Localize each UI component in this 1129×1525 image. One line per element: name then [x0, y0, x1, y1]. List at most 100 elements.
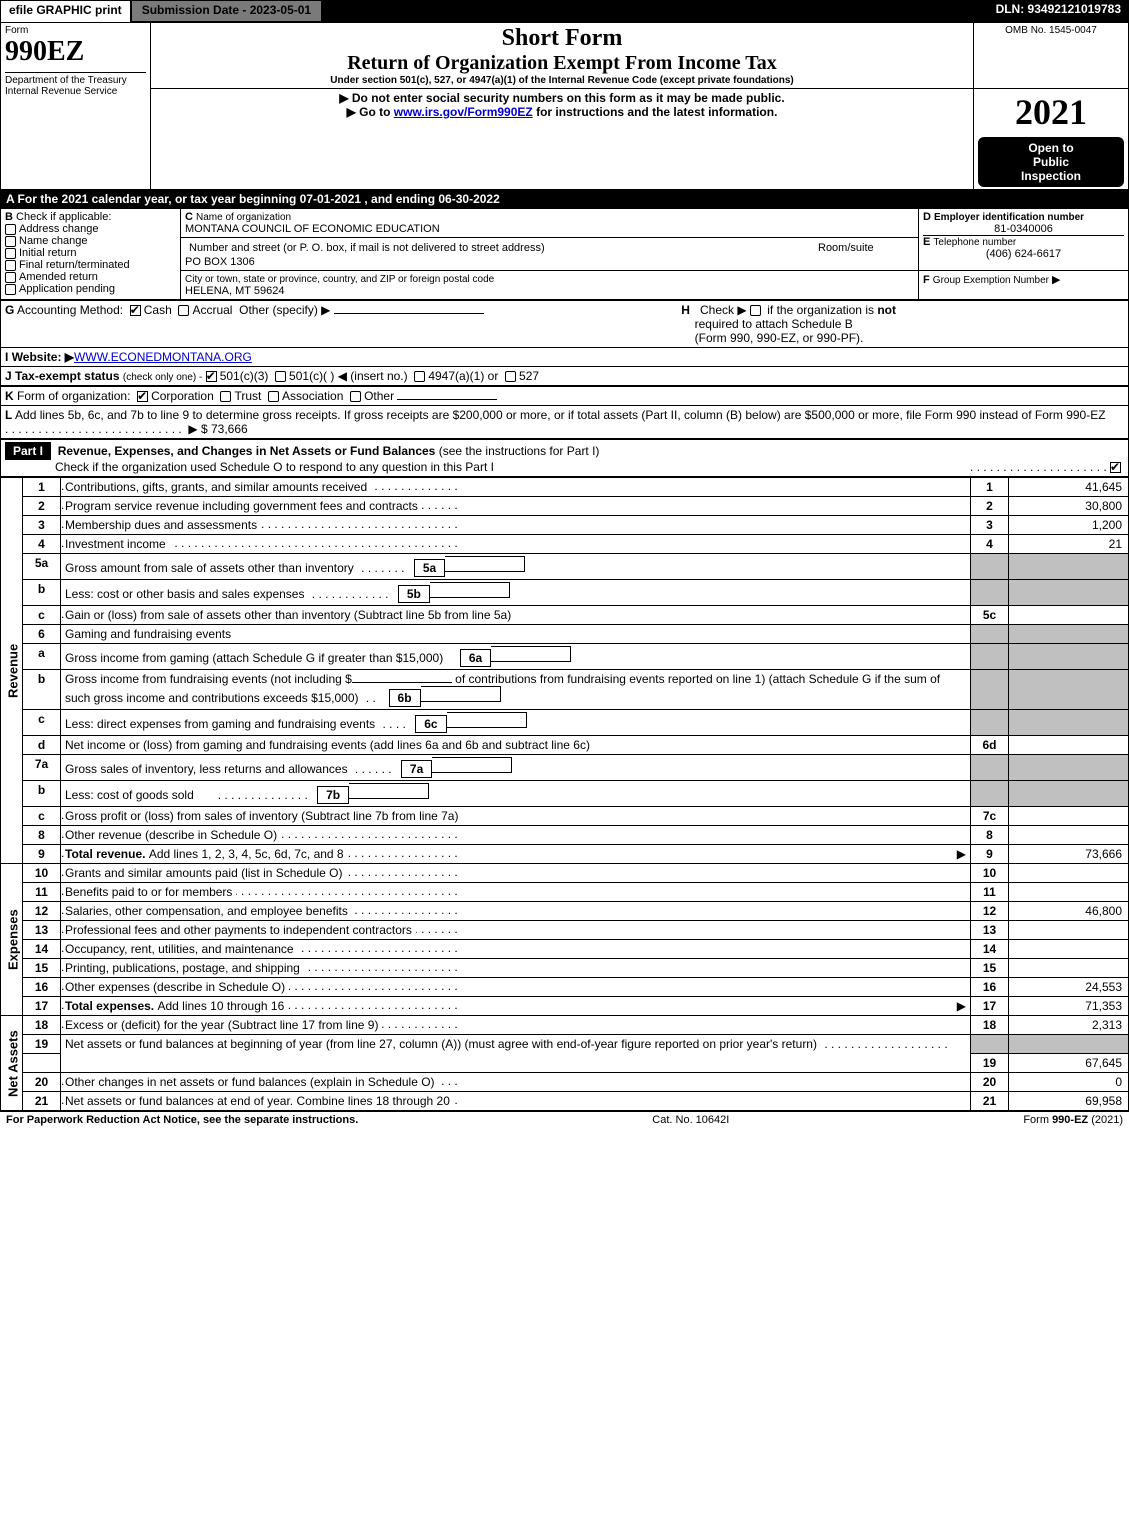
ein-phone-cell: D Employer identification number 81-0340…	[919, 209, 1129, 271]
checkbox-4947[interactable]	[414, 371, 425, 382]
header-notes: ▶ Do not enter social security numbers o…	[151, 89, 974, 190]
checkbox-assoc[interactable]	[268, 391, 279, 402]
line6b-value	[421, 686, 501, 702]
line1-value: 41,645	[1009, 478, 1129, 497]
line6c-value	[447, 712, 527, 728]
submission-date: Submission Date - 2023-05-01	[131, 0, 322, 22]
paperwork-notice: For Paperwork Reduction Act Notice, see …	[6, 1114, 358, 1126]
checkbox-initial-return[interactable]	[5, 248, 16, 259]
org-name: MONTANA COUNCIL OF ECONOMIC EDUCATION	[185, 223, 440, 235]
line6a-value	[491, 646, 571, 662]
line2-value: 30,800	[1009, 497, 1129, 516]
line13-value	[1009, 921, 1129, 940]
section-b: B Check if applicable: Address change Na…	[1, 209, 181, 300]
irs-label: Internal Revenue Service	[5, 86, 146, 97]
city-cell: City or town, state or province, country…	[181, 271, 919, 300]
k-block: K Form of organization: Corporation Trus…	[0, 386, 1129, 439]
checkbox-corp[interactable]	[137, 391, 148, 402]
form-number: 990EZ	[5, 36, 146, 68]
inspection-badge: Open to Public Inspection	[978, 137, 1124, 187]
website-link[interactable]: WWW.ECONEDMONTANA.ORG	[74, 350, 252, 364]
footer: For Paperwork Reduction Act Notice, see …	[0, 1111, 1129, 1128]
phone-value: (406) 624-6617	[923, 248, 1124, 260]
lines-table: Revenue 1Contributions, gifts, grants, a…	[0, 477, 1129, 1111]
street-value: PO BOX 1306	[185, 256, 255, 268]
line6d-value	[1009, 736, 1129, 755]
checkbox-other-org[interactable]	[350, 391, 361, 402]
city-value: HELENA, MT 59624	[185, 285, 284, 297]
checkbox-trust[interactable]	[220, 391, 231, 402]
line5b-value	[430, 582, 510, 598]
ein-value: 81-0340006	[923, 223, 1124, 235]
expenses-rowlabel: Expenses	[1, 864, 23, 1016]
line10-value	[1009, 864, 1129, 883]
efile-label: efile GRAPHIC print	[0, 0, 131, 22]
line7c-value	[1009, 807, 1129, 826]
section-g: G Accounting Method: Cash Accrual Other …	[1, 301, 678, 348]
checkbox-527[interactable]	[505, 371, 516, 382]
line7a-value	[432, 757, 512, 773]
checkbox-501c3[interactable]	[206, 371, 217, 382]
checkbox-501c[interactable]	[275, 371, 286, 382]
ssn-note: ▶ Do not enter social security numbers o…	[155, 91, 969, 105]
group-exemption-cell: F Group Exemption Number ▶	[919, 271, 1129, 300]
line11-value	[1009, 883, 1129, 902]
section-h: H Check ▶ if the organization is not req…	[677, 301, 1128, 348]
line18-value: 2,313	[1009, 1016, 1129, 1035]
line17-value: 71,353	[1009, 997, 1129, 1016]
revenue-rowlabel: Revenue	[1, 478, 23, 864]
street-cell: Number and street (or P. O. box, if mail…	[181, 238, 919, 271]
checkbox-cash[interactable]	[130, 305, 141, 316]
top-bar: efile GRAPHIC print Submission Date - 20…	[0, 0, 1129, 22]
line3-value: 1,200	[1009, 516, 1129, 535]
short-form-title: Short Form	[155, 25, 969, 52]
checkbox-app-pending[interactable]	[5, 284, 16, 295]
line4-value: 21	[1009, 535, 1129, 554]
part1-header: Part I Revenue, Expenses, and Changes in…	[0, 439, 1129, 477]
line14-value	[1009, 940, 1129, 959]
gross-receipts: 73,666	[211, 422, 248, 436]
checkbox-addr-change[interactable]	[5, 224, 16, 235]
line7b-value	[349, 783, 429, 799]
line5a-value	[445, 556, 525, 572]
checkbox-sched-o[interactable]	[1110, 462, 1121, 473]
row-a: A For the 2021 calendar year, or tax yea…	[0, 190, 1129, 208]
form-ref: Form 990-EZ (2021)	[1023, 1114, 1123, 1126]
line8-value	[1009, 826, 1129, 845]
gh-block: G Accounting Method: Cash Accrual Other …	[0, 300, 1129, 386]
form-header-table: Form 990EZ Department of the Treasury In…	[0, 22, 1129, 190]
dept-label: Department of the Treasury	[5, 72, 146, 86]
header-center-cell: Short Form Return of Organization Exempt…	[151, 23, 974, 89]
line12-value: 46,800	[1009, 902, 1129, 921]
line21-value: 69,958	[1009, 1092, 1129, 1111]
part1-label: Part I	[5, 442, 51, 460]
line20-value: 0	[1009, 1073, 1129, 1092]
address-block: B Check if applicable: Address change Na…	[0, 208, 1129, 300]
section-k: K Form of organization: Corporation Trus…	[1, 387, 1129, 406]
line19-value: 67,645	[1009, 1054, 1129, 1073]
section-i: I Website: ▶WWW.ECONEDMONTANA.ORG	[1, 348, 1129, 367]
return-title: Return of Organization Exempt From Incom…	[155, 52, 969, 75]
dln-label: DLN: 93492121019783	[988, 0, 1129, 22]
checkbox-name-change[interactable]	[5, 236, 16, 247]
line15-value	[1009, 959, 1129, 978]
omb-cell: OMB No. 1545-0047	[974, 23, 1129, 89]
line16-value: 24,553	[1009, 978, 1129, 997]
goto-note: ▶ Go to www.irs.gov/Form990EZ for instru…	[155, 105, 969, 119]
under-section: Under section 501(c), 527, or 4947(a)(1)…	[155, 75, 969, 86]
checkbox-accrual[interactable]	[178, 305, 189, 316]
cat-no: Cat. No. 10642I	[652, 1114, 729, 1126]
form-label: Form	[5, 25, 146, 36]
checkbox-amended[interactable]	[5, 272, 16, 283]
checkbox-sched-b[interactable]	[750, 305, 761, 316]
checkbox-final-return[interactable]	[5, 260, 16, 271]
netassets-rowlabel: Net Assets	[1, 1016, 23, 1111]
line5c-value	[1009, 606, 1129, 625]
section-l: L Add lines 5b, 6c, and 7b to line 9 to …	[1, 406, 1129, 439]
irs-link[interactable]: www.irs.gov/Form990EZ	[394, 105, 533, 119]
org-name-cell: C Name of organization MONTANA COUNCIL O…	[181, 209, 919, 238]
section-j: J Tax-exempt status (check only one) - 5…	[1, 367, 1129, 386]
header-left-cell: Form 990EZ Department of the Treasury In…	[1, 23, 151, 190]
year-cell: 2021 Open to Public Inspection	[974, 89, 1129, 190]
omb-number: OMB No. 1545-0047	[978, 25, 1124, 36]
